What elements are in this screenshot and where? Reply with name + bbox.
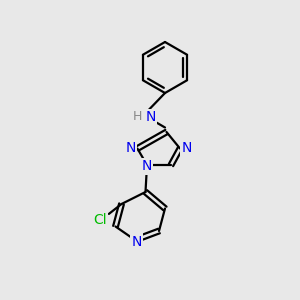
Text: N: N <box>182 142 192 155</box>
Text: H: H <box>132 110 142 124</box>
Text: N: N <box>142 160 152 173</box>
Text: N: N <box>125 142 136 155</box>
Text: N: N <box>146 110 156 124</box>
Text: N: N <box>131 235 142 248</box>
Text: Cl: Cl <box>94 214 107 227</box>
